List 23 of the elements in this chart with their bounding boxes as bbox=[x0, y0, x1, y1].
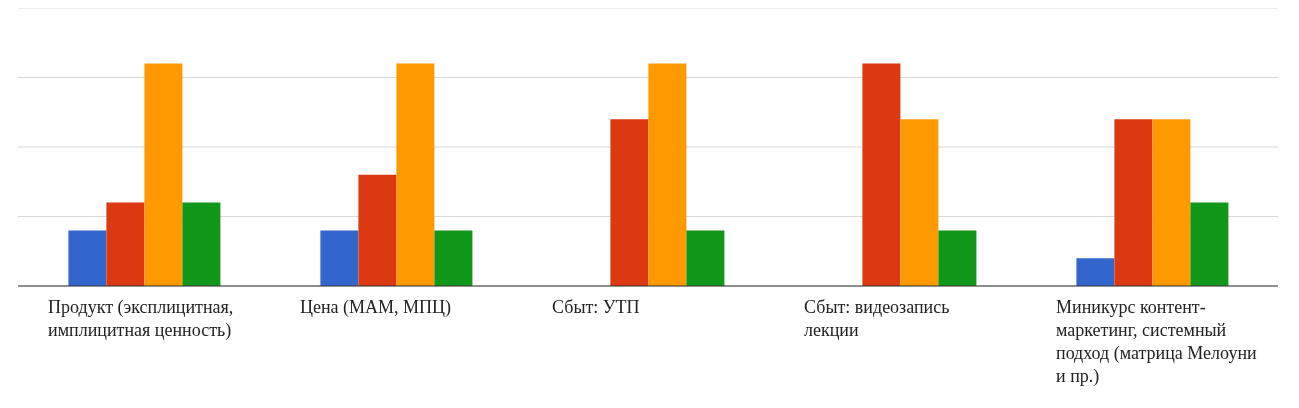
bar bbox=[1152, 119, 1191, 286]
bar bbox=[648, 63, 687, 286]
bar bbox=[1114, 119, 1153, 286]
bar bbox=[182, 202, 221, 286]
bar bbox=[938, 230, 977, 286]
x-tick-label: Сбыт: видеозапись лекции bbox=[804, 296, 951, 342]
bar bbox=[68, 230, 107, 286]
bar bbox=[358, 174, 397, 286]
x-tick-label: Миникурс контент-маркетинг, системный подход (матрица Мелоуни и пр.) bbox=[1056, 296, 1258, 388]
x-tick-label: Цена (МАМ, МПЦ) bbox=[300, 296, 453, 319]
bar bbox=[1076, 258, 1115, 286]
bar bbox=[862, 63, 901, 286]
bar bbox=[434, 230, 473, 286]
bar bbox=[900, 119, 939, 286]
bar bbox=[396, 63, 435, 286]
bar bbox=[106, 202, 145, 286]
bar bbox=[320, 230, 359, 286]
x-tick-label: Сбыт: УТП bbox=[552, 296, 641, 319]
x-tick-label: Продукт (эксплицитная, имплицитная ценность) bbox=[48, 296, 235, 342]
bar bbox=[686, 230, 725, 286]
bar bbox=[610, 119, 649, 286]
bar bbox=[144, 63, 183, 286]
bar bbox=[1190, 202, 1229, 286]
